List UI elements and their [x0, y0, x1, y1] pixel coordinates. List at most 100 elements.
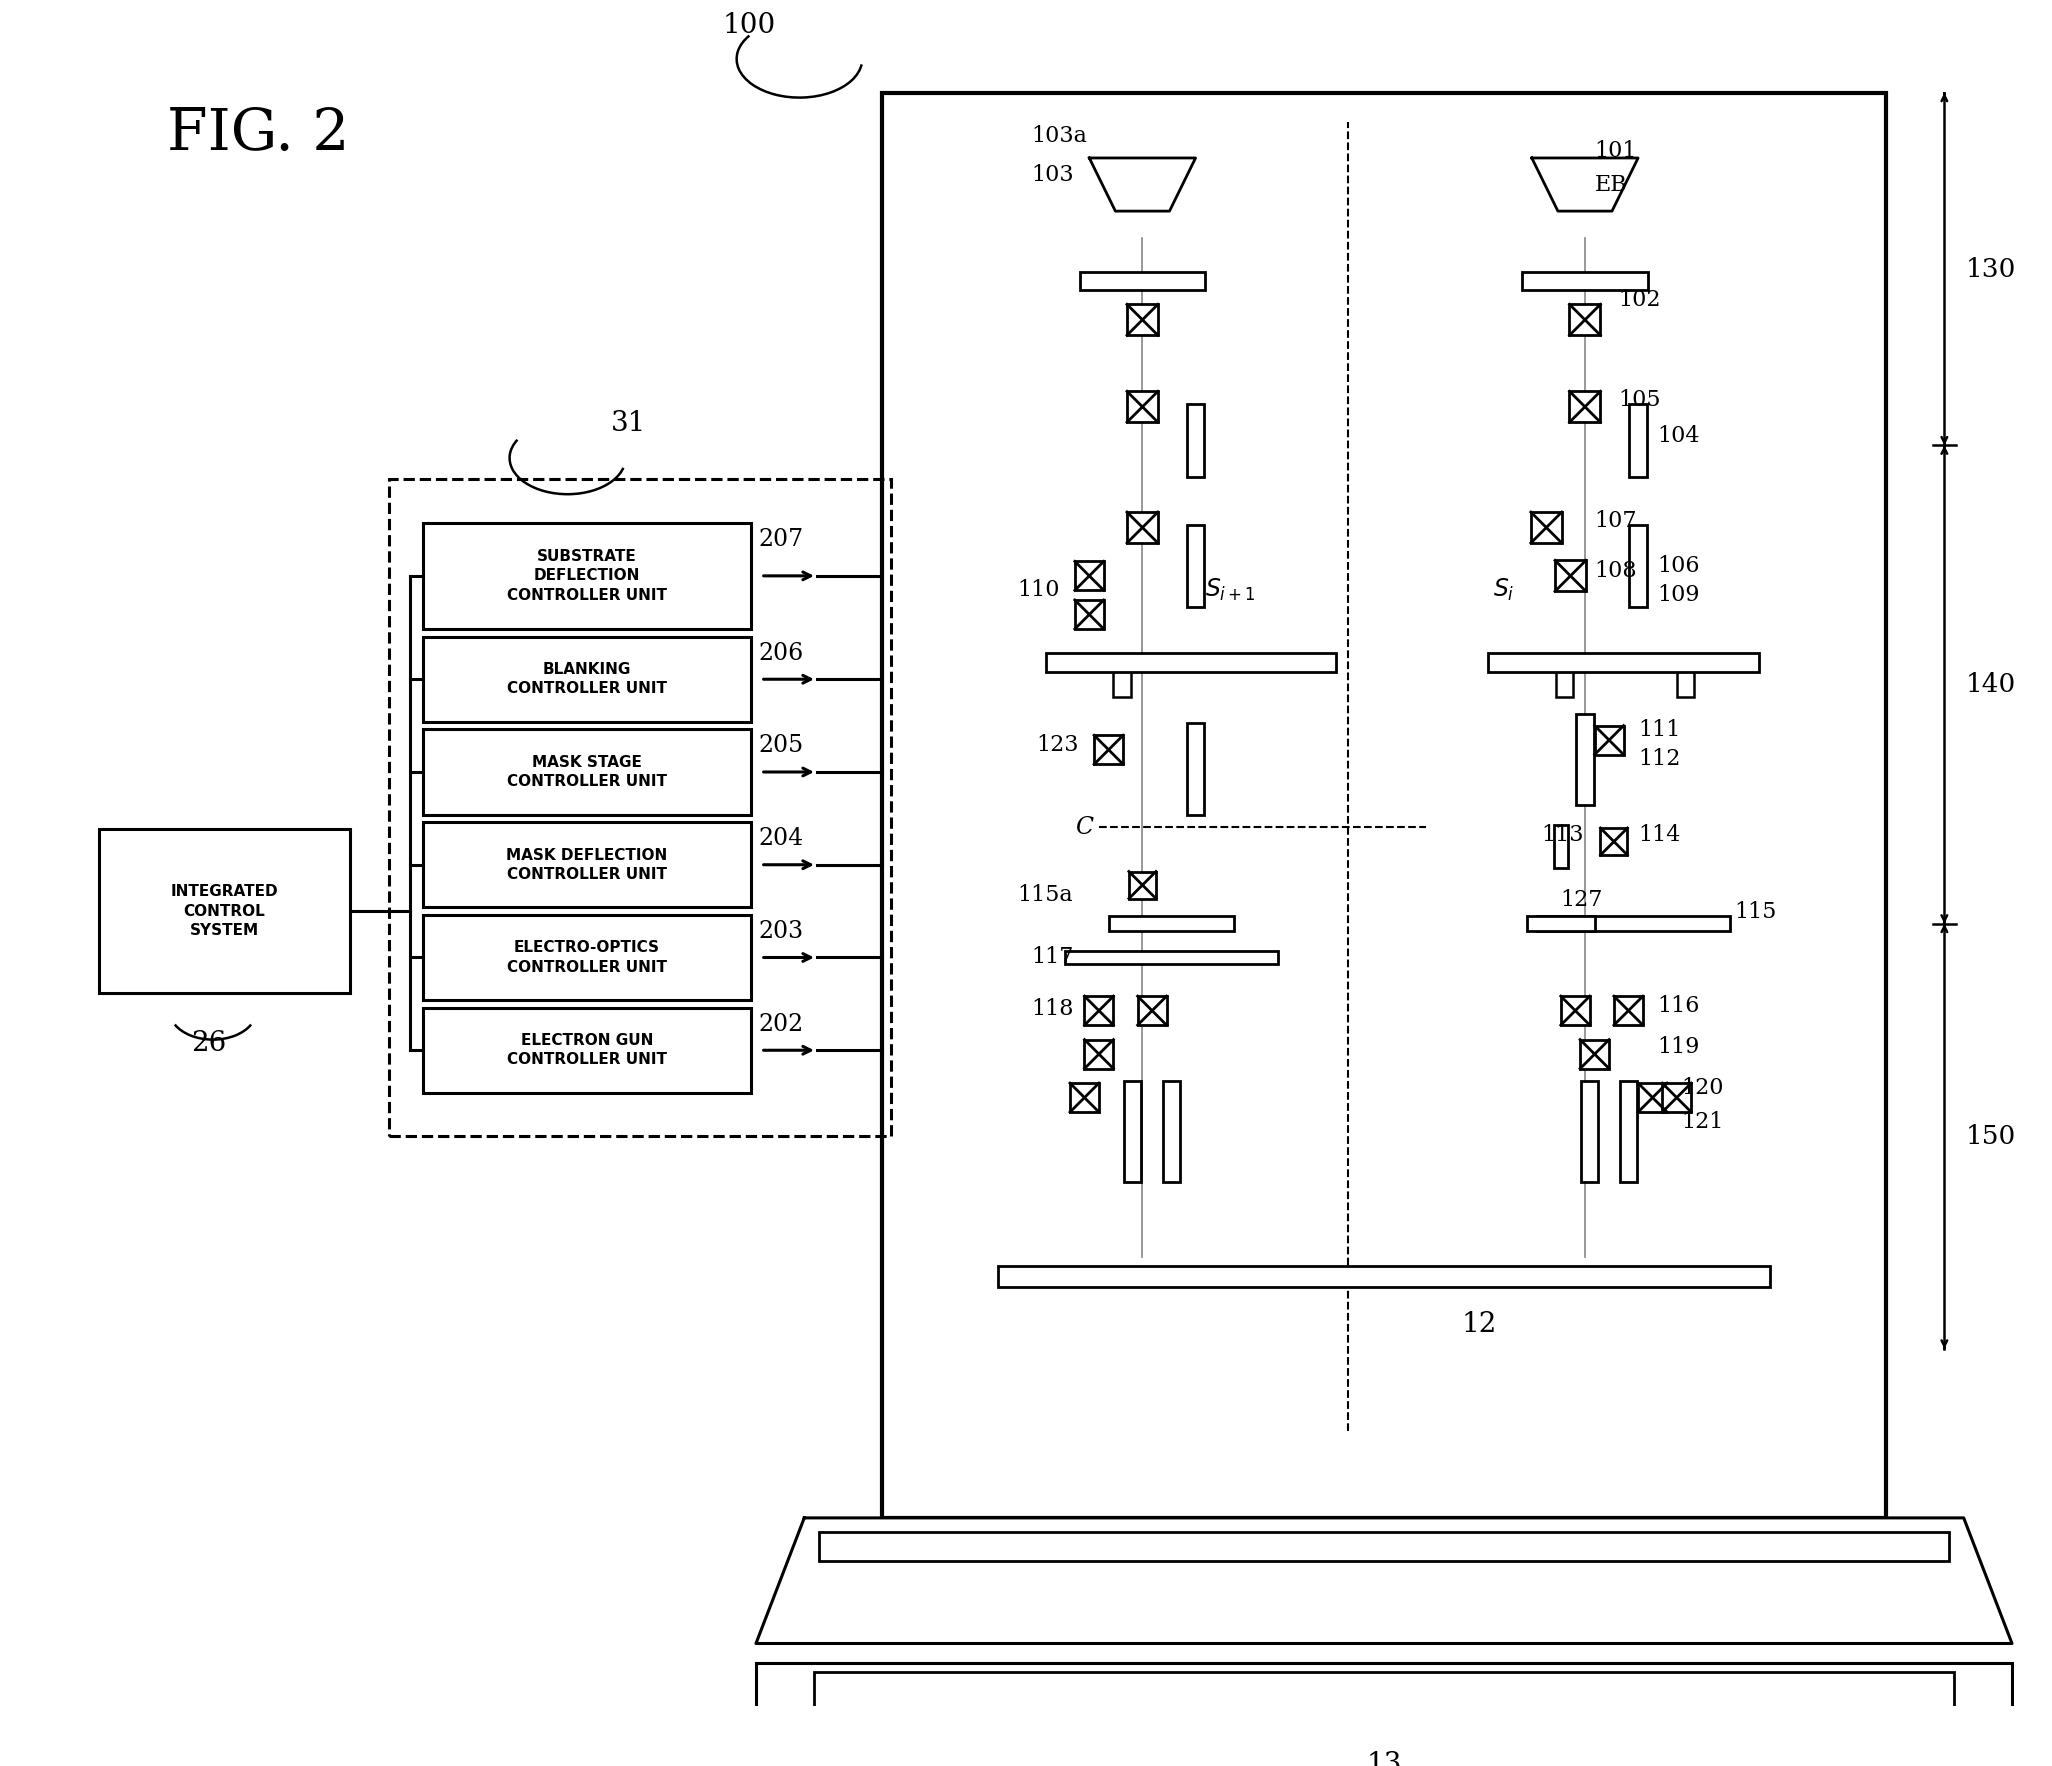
Text: 202: 202: [759, 1012, 804, 1035]
Bar: [1127, 512, 1157, 542]
Text: 13: 13: [1367, 1750, 1402, 1766]
Text: 31: 31: [611, 410, 646, 436]
Text: 123: 123: [1036, 735, 1079, 756]
Bar: [423, 823, 751, 908]
Text: 12: 12: [1461, 1310, 1496, 1339]
Bar: [882, 94, 1886, 1519]
Bar: [1186, 404, 1205, 477]
Bar: [1124, 1081, 1141, 1181]
Bar: [1488, 653, 1759, 673]
Text: 106: 106: [1658, 555, 1699, 577]
Text: ELECTRON GUN
CONTROLLER UNIT: ELECTRON GUN CONTROLLER UNIT: [507, 1033, 667, 1067]
Bar: [1555, 662, 1574, 696]
Text: 107: 107: [1594, 510, 1637, 532]
Text: 114: 114: [1637, 823, 1681, 846]
Bar: [1662, 1083, 1691, 1113]
Bar: [1576, 713, 1594, 805]
Bar: [1163, 1081, 1180, 1181]
Text: 204: 204: [759, 826, 804, 849]
Bar: [1580, 1040, 1609, 1068]
Bar: [1129, 871, 1155, 899]
Text: 105: 105: [1619, 389, 1662, 411]
Polygon shape: [755, 1519, 2013, 1644]
Bar: [1676, 662, 1695, 696]
Text: 119: 119: [1658, 1037, 1699, 1058]
Bar: [1047, 653, 1336, 673]
Text: ELECTRO-OPTICS
CONTROLLER UNIT: ELECTRO-OPTICS CONTROLLER UNIT: [507, 941, 667, 975]
Bar: [1570, 304, 1601, 336]
Text: 140: 140: [1966, 673, 2015, 698]
Bar: [1619, 1081, 1637, 1181]
Bar: [1523, 272, 1648, 290]
Text: 103: 103: [1032, 164, 1073, 185]
Bar: [423, 1008, 751, 1093]
Text: $S_i$: $S_i$: [1494, 577, 1514, 604]
Text: EB: EB: [1594, 173, 1627, 196]
Text: 109: 109: [1658, 585, 1699, 606]
Bar: [1629, 404, 1648, 477]
Text: BLANKING
CONTROLLER UNIT: BLANKING CONTROLLER UNIT: [507, 662, 667, 696]
Bar: [1186, 724, 1205, 814]
Bar: [1127, 392, 1157, 422]
Bar: [1094, 735, 1122, 765]
Text: 100: 100: [722, 12, 776, 39]
Text: 101: 101: [1594, 140, 1637, 162]
Text: 108: 108: [1594, 560, 1637, 583]
Bar: [1553, 825, 1568, 869]
Bar: [1083, 1040, 1114, 1068]
Text: FIG. 2: FIG. 2: [166, 106, 349, 162]
Text: 104: 104: [1658, 426, 1699, 447]
Text: 121: 121: [1681, 1111, 1724, 1132]
Bar: [1075, 600, 1104, 629]
Text: 102: 102: [1619, 290, 1662, 311]
Text: 150: 150: [1966, 1123, 2015, 1148]
Bar: [1079, 272, 1205, 290]
Bar: [98, 828, 351, 992]
Text: 118: 118: [1032, 998, 1073, 1019]
Bar: [1637, 1083, 1666, 1113]
Bar: [1537, 917, 1730, 931]
Text: 115: 115: [1734, 901, 1777, 924]
Bar: [1069, 1083, 1100, 1113]
Text: 115a: 115a: [1018, 883, 1073, 906]
Text: 205: 205: [759, 735, 804, 758]
Bar: [1615, 996, 1644, 1024]
Text: 103a: 103a: [1032, 125, 1088, 147]
Bar: [1601, 828, 1627, 855]
Bar: [997, 1266, 1771, 1287]
Text: C: C: [1075, 816, 1094, 839]
Bar: [1570, 392, 1601, 422]
Text: 113: 113: [1541, 823, 1584, 846]
Bar: [1582, 1081, 1599, 1181]
Bar: [1075, 562, 1104, 590]
Text: 127: 127: [1562, 888, 1603, 911]
Bar: [1629, 525, 1648, 608]
Bar: [1555, 560, 1586, 592]
Text: 110: 110: [1018, 579, 1059, 602]
Text: 130: 130: [1966, 256, 2015, 281]
Text: 26: 26: [191, 1030, 226, 1058]
Bar: [1527, 917, 1594, 931]
Text: 116: 116: [1658, 994, 1699, 1017]
Text: 207: 207: [759, 528, 804, 551]
Bar: [1083, 996, 1114, 1024]
Bar: [1186, 525, 1205, 608]
Bar: [815, 1672, 1954, 1711]
Text: 111: 111: [1637, 719, 1681, 742]
Text: 117: 117: [1032, 947, 1073, 968]
Bar: [819, 1533, 1949, 1561]
Polygon shape: [1531, 157, 1637, 212]
Text: 120: 120: [1681, 1077, 1724, 1098]
Text: MASK STAGE
CONTROLLER UNIT: MASK STAGE CONTROLLER UNIT: [507, 754, 667, 789]
Bar: [1108, 917, 1233, 931]
Bar: [388, 479, 891, 1136]
Bar: [1562, 996, 1590, 1024]
Bar: [1127, 304, 1157, 336]
Text: 203: 203: [759, 920, 804, 943]
Bar: [1594, 726, 1623, 754]
Bar: [1114, 662, 1131, 696]
Text: $S_{i+1}$: $S_{i+1}$: [1205, 577, 1256, 604]
Text: MASK DEFLECTION
CONTROLLER UNIT: MASK DEFLECTION CONTROLLER UNIT: [507, 848, 667, 881]
Bar: [423, 729, 751, 814]
Bar: [423, 638, 751, 722]
